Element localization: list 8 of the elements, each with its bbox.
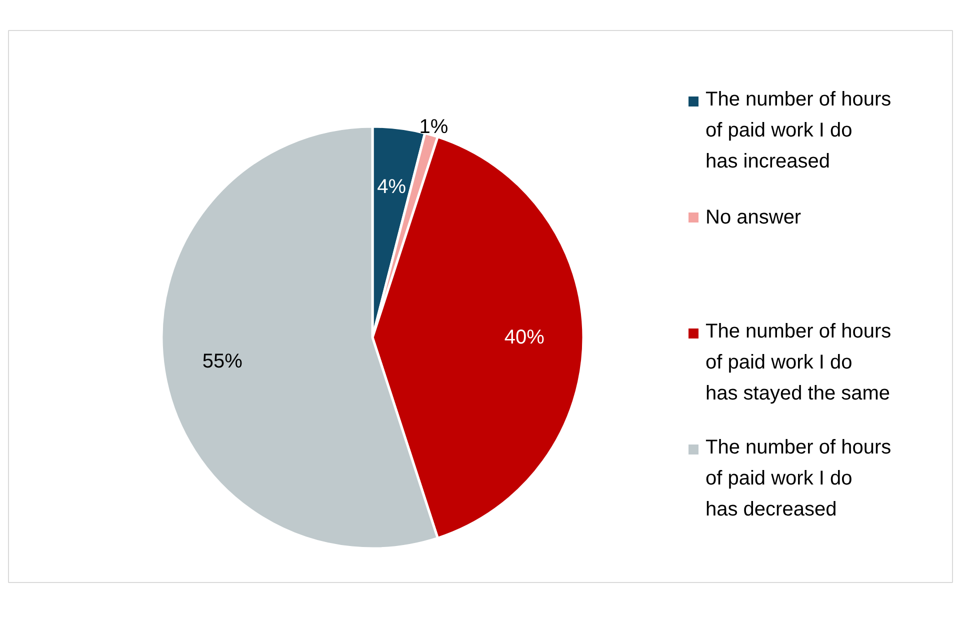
data-label: 4% bbox=[377, 176, 406, 198]
legend-label: No answer bbox=[706, 206, 802, 228]
data-label: 1% bbox=[419, 116, 448, 138]
legend-label: The number of hours of paid work I do has decreased bbox=[706, 436, 892, 520]
legend-label: The number of hours of paid work I do has increased bbox=[706, 88, 892, 172]
legend-label: The number of hours of paid work I do has stayed the same bbox=[706, 320, 892, 404]
data-label: 40% bbox=[504, 326, 545, 348]
data-label: 55% bbox=[202, 350, 243, 372]
